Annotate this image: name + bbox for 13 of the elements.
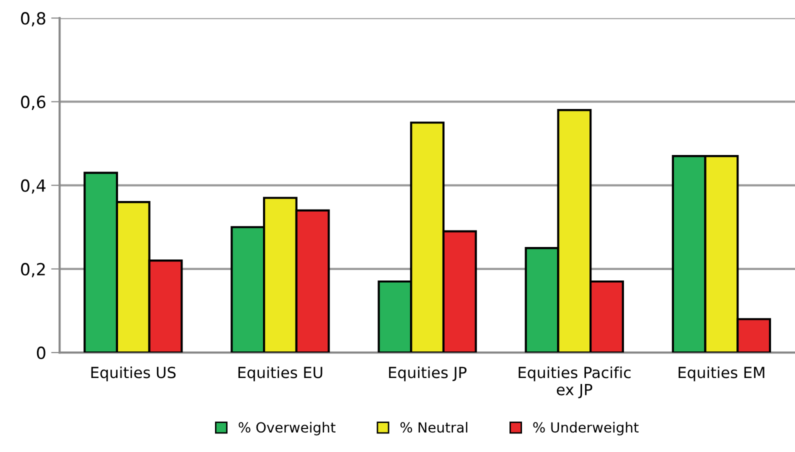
legend-label: % Overweight: [238, 422, 336, 436]
x-tick-label: Equities EM: [678, 366, 764, 382]
y-tick-label: 0,2: [21, 262, 45, 278]
x-tick-label: Equities EU: [238, 366, 322, 382]
x-tick-label: Equities US: [91, 366, 176, 382]
y-tick-label: 0,6: [21, 96, 46, 110]
y-tick-label: 0: [36, 346, 46, 360]
x-tick-label: Equities Pacific ex JP: [518, 366, 631, 398]
legend-label: % Neutral: [400, 422, 468, 433]
y-tick-label: 0,4: [21, 179, 46, 194]
y-tick-label: 0,8: [21, 12, 46, 26]
legend-label: % Underweight: [533, 422, 639, 436]
x-tick-label: Equities JP: [389, 366, 467, 382]
